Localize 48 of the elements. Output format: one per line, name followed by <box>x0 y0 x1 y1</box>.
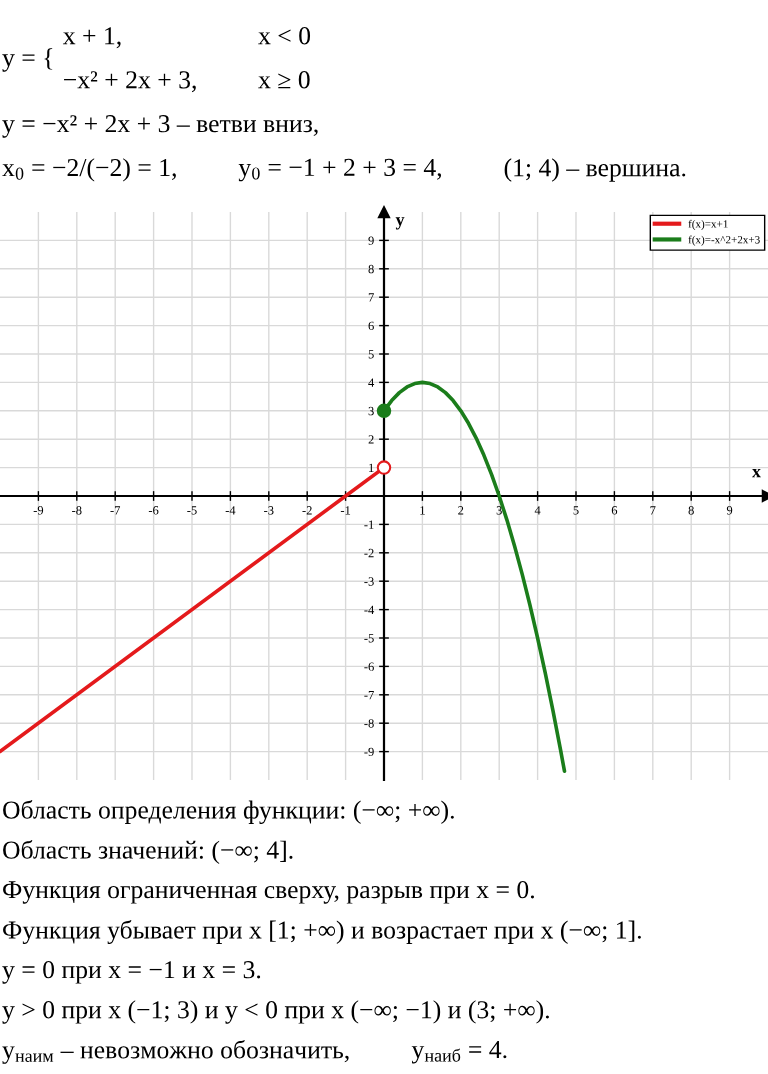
text: Область значений: (−∞; 4]. <box>3 840 293 864</box>
y-tick-label: -4 <box>364 605 375 614</box>
y-tick-label: -9 <box>364 747 374 757</box>
x-tick-label: 8 <box>688 506 694 515</box>
text: Функция ограниченная сверху, разрыв при x = 0. <box>3 881 534 904</box>
x-tick-label: -7 <box>110 506 121 515</box>
x-tick-label: 7 <box>650 506 656 515</box>
y-axis-title: y <box>395 217 405 230</box>
chart-title: y = { x + 1, x < 0 −x² + 2x + 3, x ≥ 0 y = −x² + 2x + 3 – ветви вниз, x$_{0}$ = −2/(−2) = 1, y$_{0}$ = −1 + 2 + 3 = 4, (1; 4) – вершина. <box>2 27 686 182</box>
y-tick-label: -5 <box>364 634 374 643</box>
y-tick-label: 1 <box>369 463 374 472</box>
y-tick-label: 2 <box>368 435 374 444</box>
x-tick-label: 9 <box>726 506 733 515</box>
x-axis-title: x <box>752 469 761 478</box>
y-tick-label: 3 <box>368 406 374 416</box>
y-tick-label: -8 <box>364 719 374 728</box>
y-tick-label: -7 <box>364 690 374 700</box>
y-tick-label: 7 <box>368 293 374 302</box>
y-tick-label: -1 <box>364 520 374 529</box>
x-tick-label: -9 <box>33 506 44 515</box>
y-tick-label: 6 <box>368 321 374 331</box>
x-tick-label: -6 <box>148 506 159 515</box>
text: y > 0 при x (−1; 3) и y < 0 при x (−∞; −1) и (3; +∞). <box>2 1000 549 1024</box>
x-tick-label: -8 <box>72 506 82 515</box>
legend-label: f(x)=x+1 <box>688 219 728 230</box>
x-tick-label: 4 <box>534 506 541 515</box>
x-tick-label: 5 <box>573 506 579 515</box>
x-tick-label: -2 <box>302 506 312 515</box>
y-tick-label: 8 <box>368 264 374 274</box>
x-tick-label: -1 <box>340 506 351 515</box>
legend-label: f(x)=-x^2+2x+3 <box>688 235 760 246</box>
x-tick-label: -4 <box>225 506 236 515</box>
y-tick-label: 9 <box>368 236 374 245</box>
text: Область определения функции: (−∞; +∞). <box>3 800 454 824</box>
y-tick-label: 4 <box>368 378 375 387</box>
text: y$_{наим}$ – невозможно обозначить, y$_{наиб}$ = 4. <box>2 1039 507 1064</box>
x-tick-label: -3 <box>264 506 274 515</box>
x-tick-label: -5 <box>187 506 197 515</box>
x-tick-label: 3 <box>496 506 502 515</box>
x-tick-label: 1 <box>420 506 425 515</box>
x-tick-label: 6 <box>611 506 618 515</box>
y-tick-label: -2 <box>364 548 374 558</box>
y-tick-label: -3 <box>364 577 374 586</box>
text: Функция убывает при x [1; +∞) и возрастает при x (−∞; 1]. <box>3 920 641 944</box>
y-tick-label: 5 <box>368 350 374 359</box>
x-tick-label: 2 <box>458 506 464 515</box>
text: y = 0 при x = −1 и x = 3. <box>2 961 261 984</box>
y-tick-label: -6 <box>364 662 374 671</box>
